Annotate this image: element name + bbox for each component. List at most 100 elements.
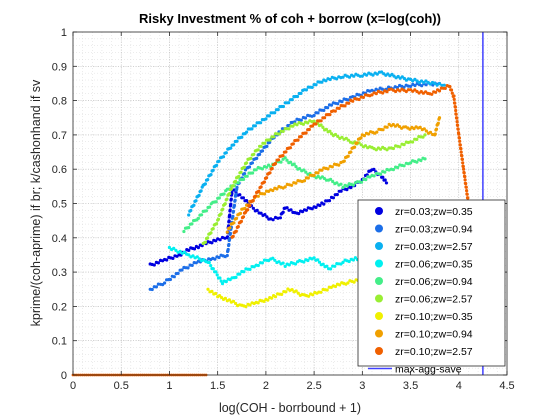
data-point — [409, 84, 413, 88]
data-point — [351, 258, 355, 262]
data-point — [245, 130, 249, 134]
data-point — [362, 134, 366, 138]
data-point — [279, 160, 283, 164]
data-point — [336, 102, 340, 106]
data-point — [433, 81, 437, 85]
legend-label: zr=0.03;zw=0.94 — [395, 224, 473, 236]
data-point — [228, 192, 232, 196]
data-point — [448, 85, 452, 89]
data-point — [237, 174, 241, 179]
data-point — [430, 92, 434, 96]
data-point — [197, 257, 201, 261]
series-layer — [71, 70, 499, 377]
data-point — [433, 132, 437, 136]
data-point — [191, 254, 195, 258]
data-point — [206, 236, 210, 240]
data-point — [324, 127, 328, 131]
data-point — [204, 209, 208, 213]
data-point — [343, 104, 347, 108]
data-point — [452, 94, 456, 98]
data-point — [285, 206, 289, 210]
data-point — [363, 144, 368, 148]
data-point — [192, 203, 196, 207]
data-point — [228, 226, 232, 230]
data-point — [419, 158, 423, 163]
data-point — [225, 253, 229, 258]
data-point — [234, 216, 239, 220]
legend-label: zr=0.03;zw=0.35 — [395, 206, 473, 218]
data-point — [208, 205, 212, 209]
data-point — [295, 123, 299, 127]
data-point — [325, 264, 329, 268]
data-point — [298, 167, 302, 171]
data-point — [312, 173, 316, 178]
data-point — [299, 118, 303, 122]
data-point — [328, 113, 332, 117]
data-point — [186, 266, 190, 270]
legend-marker — [375, 224, 383, 233]
data-point — [306, 121, 310, 125]
data-point — [463, 178, 467, 182]
data-point — [421, 135, 425, 139]
data-point — [415, 160, 419, 164]
data-point — [294, 181, 298, 185]
data-point — [214, 239, 218, 243]
data-point — [265, 215, 269, 219]
data-point — [290, 288, 294, 292]
data-point — [326, 106, 330, 110]
legend-label: max-agg-save — [395, 364, 462, 376]
data-point — [234, 275, 238, 279]
data-point — [213, 257, 217, 261]
data-point — [265, 165, 269, 169]
data-point — [227, 298, 231, 302]
data-point — [248, 267, 252, 271]
data-point — [341, 260, 345, 264]
data-point — [307, 294, 311, 298]
data-point — [314, 83, 318, 87]
data-point — [225, 230, 229, 234]
data-point — [281, 154, 285, 158]
data-point — [321, 125, 325, 129]
data-point — [260, 167, 264, 171]
data-point — [317, 260, 322, 264]
y-tick-label: 0.7 — [52, 130, 67, 142]
data-point — [322, 202, 326, 206]
data-point — [238, 272, 242, 276]
data-point — [459, 150, 463, 154]
data-point — [458, 139, 462, 143]
data-point — [233, 179, 238, 183]
legend-label: zr=0.03;zw=2.57 — [395, 241, 473, 253]
data-point — [346, 281, 350, 285]
data-point — [351, 99, 355, 103]
data-point — [461, 161, 465, 165]
legend-label: zr=0.10;zw=0.35 — [395, 311, 473, 323]
data-point — [187, 226, 191, 230]
x-axis-label: log(COH - borrbound + 1) — [219, 401, 361, 415]
data-point — [347, 259, 351, 264]
data-point — [252, 152, 256, 156]
data-point — [329, 267, 333, 271]
data-point — [199, 189, 203, 193]
data-point — [285, 158, 289, 162]
data-point — [251, 206, 255, 210]
data-point — [231, 209, 236, 213]
data-point — [324, 79, 328, 83]
data-point — [349, 150, 353, 154]
legend-marker — [375, 347, 383, 355]
data-point — [268, 171, 272, 175]
data-point — [289, 208, 293, 212]
data-point — [293, 262, 298, 266]
data-point — [341, 75, 345, 79]
data-point — [236, 225, 240, 229]
data-point — [312, 256, 316, 260]
data-point — [156, 261, 160, 265]
data-point — [225, 235, 230, 239]
data-point — [290, 183, 294, 187]
data-point — [329, 177, 333, 181]
data-point — [346, 154, 350, 158]
data-point — [241, 196, 245, 200]
data-point — [277, 132, 281, 136]
data-point — [265, 176, 269, 180]
data-point — [384, 181, 389, 185]
data-point — [449, 88, 454, 92]
